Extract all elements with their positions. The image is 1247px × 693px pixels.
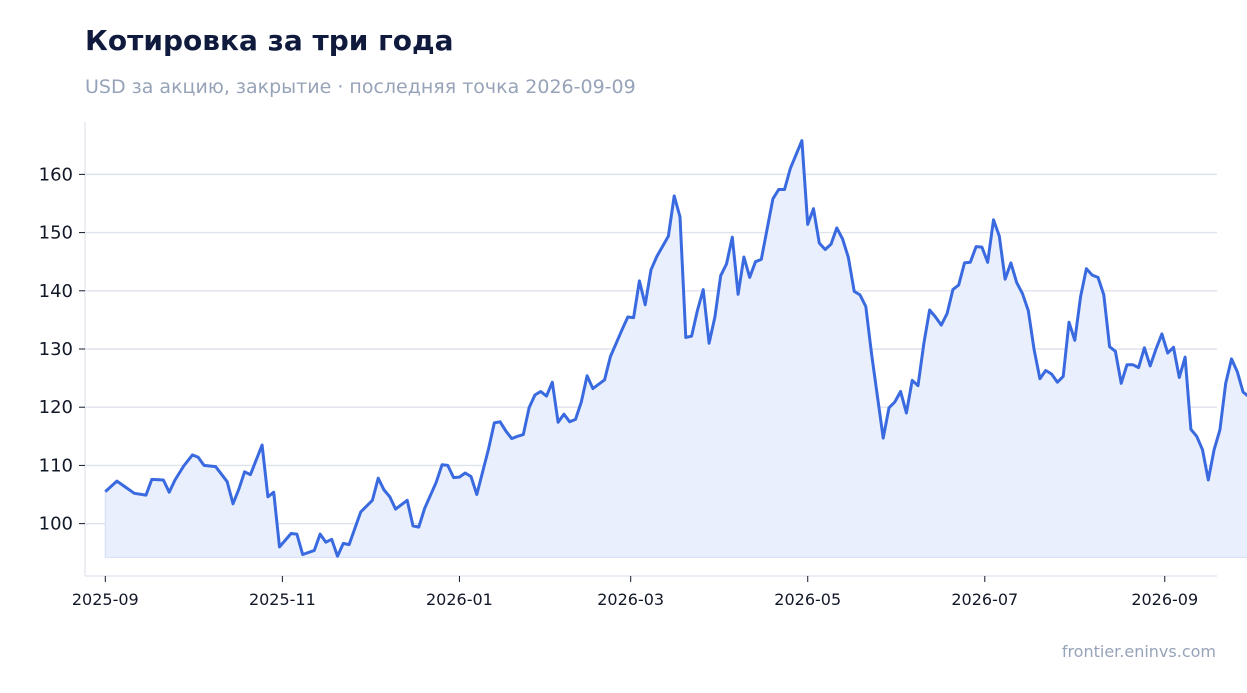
x-tick-label: 2026-09 bbox=[1131, 590, 1198, 609]
y-tick-label: 150 bbox=[39, 223, 73, 244]
y-tick-label: 160 bbox=[39, 164, 73, 185]
x-axis-ticks: 2025-09 2025-11 2026-01 2026-03 2026-05 2026-… bbox=[72, 576, 1198, 609]
source-credit: frontier.eninvs.com bbox=[1061, 642, 1216, 661]
x-tick-label: 2025-11 bbox=[249, 590, 316, 609]
chart-title: Котировка за три года bbox=[85, 24, 454, 57]
price-line bbox=[104, 139, 1247, 558]
x-tick-label: 2026-07 bbox=[951, 590, 1018, 609]
y-tick-label: 130 bbox=[39, 339, 73, 360]
y-tick-label: 100 bbox=[39, 514, 73, 535]
x-tick-label: 2026-01 bbox=[426, 590, 493, 609]
y-tick-label: 120 bbox=[39, 397, 73, 418]
x-tick-label: 2026-03 bbox=[597, 590, 664, 609]
y-tick-label: 110 bbox=[39, 455, 73, 476]
chart-subtitle: USD за акцию, закрытие · последняя точка… bbox=[85, 76, 636, 98]
x-tick-label: 2025-09 bbox=[72, 590, 139, 609]
y-axis-ticks: 100 110 120 130 140 150 160 bbox=[39, 164, 85, 535]
x-tick-label: 2026-05 bbox=[774, 590, 841, 609]
y-tick-label: 140 bbox=[39, 281, 73, 302]
